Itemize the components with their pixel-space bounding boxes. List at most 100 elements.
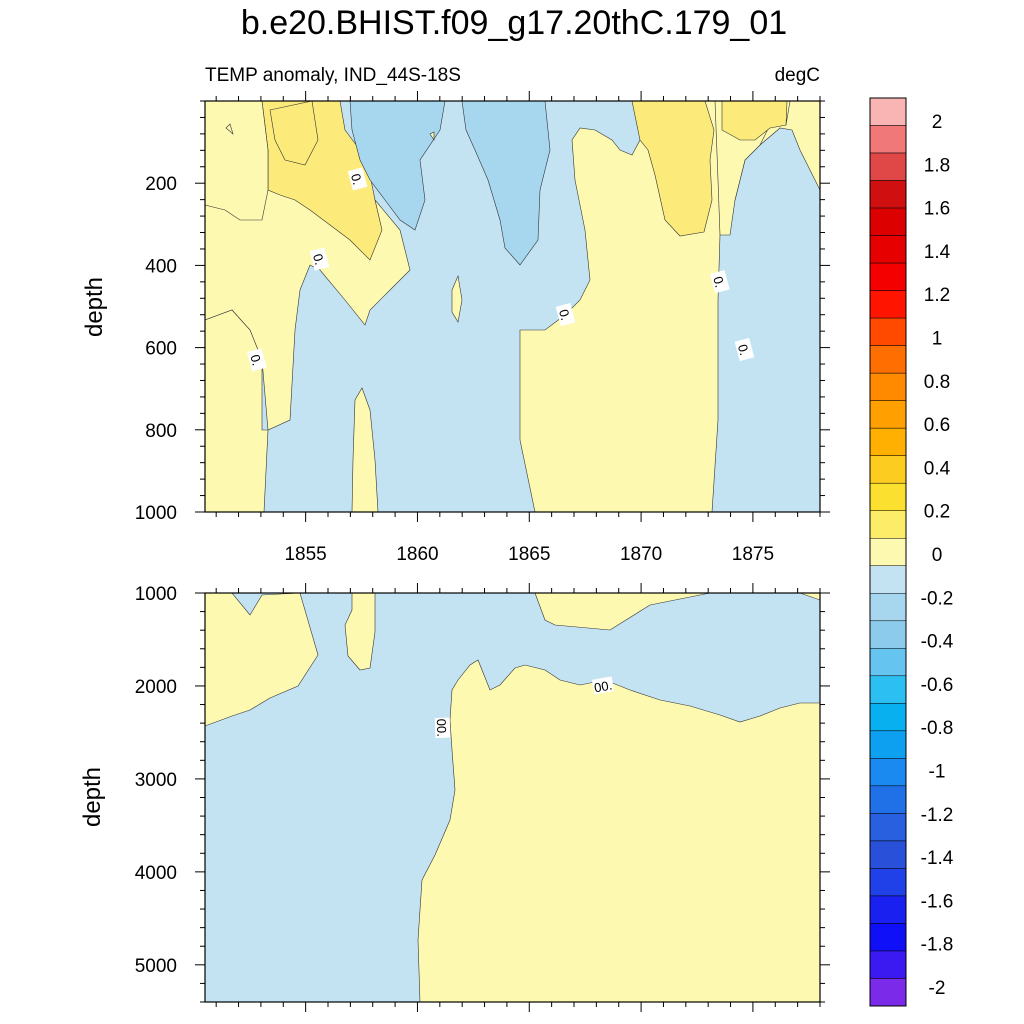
colorbar-swatch (869, 785, 907, 814)
colorbar-swatch (869, 813, 907, 842)
colorbar-swatch (869, 510, 907, 539)
colorbar-label: -0.8 (921, 718, 954, 739)
chart-title: b.e20.BHIST.f09_g17.20thC.179_01 (241, 4, 787, 42)
colorbar-label: -2 (929, 978, 946, 999)
contour-region (417, 659, 821, 1003)
colorbar-frame (869, 97, 907, 1007)
contour-region (631, 100, 715, 237)
colorbar-swatch (869, 565, 907, 594)
colorbar-swatch (869, 125, 907, 154)
colorbar-swatch (869, 97, 907, 126)
colorbar-swatch (869, 152, 907, 181)
colorbar-swatch (869, 868, 907, 897)
y-tick-label: 200 (145, 174, 177, 195)
y-tick-label: 5000 (135, 956, 177, 977)
contour-region (519, 100, 821, 513)
colorbar-swatch (869, 675, 907, 704)
colorbar-swatch (869, 537, 907, 567)
colorbar-swatch (869, 455, 907, 484)
lower-panel: 00. 00. 1000 2000 3000 4000 5000 depth (79, 583, 830, 1012)
contour-label: 00. (434, 717, 451, 739)
contour-region (461, 100, 551, 266)
contour-label-text: 0. (348, 172, 365, 186)
contour-region (721, 100, 788, 141)
contour-region (204, 592, 319, 727)
colorbar-swatch (869, 345, 907, 374)
subtitle-right: degC (775, 65, 820, 86)
colorbar-label: 2 (932, 112, 943, 133)
contour-label: 0. (247, 348, 267, 372)
colorbar-label: -0.2 (921, 588, 954, 609)
contour-label-text: 00. (434, 719, 450, 738)
colorbar-swatch (869, 482, 907, 511)
colorbar-swatch (869, 895, 907, 924)
subtitle-left: TEMP anomaly, IND_44S-18S (205, 65, 461, 86)
lower-ylabel: depth (79, 767, 106, 827)
colorbar-label: 1.4 (924, 242, 951, 263)
y-tick-label: 4000 (135, 863, 177, 884)
colorbar-label: 1.6 (924, 199, 950, 220)
contour-label: 0. (555, 302, 576, 327)
colorbar-label: -0.4 (921, 632, 954, 653)
contour-region (451, 274, 463, 323)
upper-contour-labels: 0. 0. 0. 0. 0. 0. (247, 167, 755, 372)
y-tick-label: 600 (145, 339, 177, 360)
contour-region (351, 387, 379, 513)
colorbar-label: 1.8 (924, 155, 950, 176)
colorbar-label: 0.8 (924, 372, 950, 393)
contour-label-text: 0. (310, 252, 327, 266)
contour-label: 0. (734, 337, 755, 362)
colorbar-label: -1.4 (921, 848, 954, 869)
colorbar-swatch (869, 950, 907, 979)
contour-label: 0. (710, 270, 730, 294)
y-tick-label: 800 (145, 421, 177, 442)
contour-region (204, 100, 269, 221)
colorbar-label: 1 (932, 329, 943, 350)
colorbar-label: 0 (932, 545, 943, 566)
colorbar-label: 0.6 (924, 415, 950, 436)
colorbar-swatch (869, 840, 907, 869)
y-tick-label: 1000 (135, 584, 177, 605)
colorbar-swatch (869, 317, 907, 346)
colorbar-swatch (869, 400, 907, 429)
lower-axes: 1000 2000 3000 4000 5000 (135, 583, 830, 1012)
contour-label: 0. (309, 247, 330, 271)
colorbar-swatch (869, 648, 907, 677)
contour-label: 0. (347, 167, 368, 191)
contour-label-text: 0. (735, 343, 752, 357)
contour-region (349, 100, 446, 231)
colorbar-swatch (869, 620, 907, 649)
contour-label-text: 00. (593, 677, 613, 695)
contour-label-text: 0. (247, 353, 264, 367)
colorbar-swatch (869, 180, 907, 209)
x-tick-label: 1855 (284, 544, 326, 565)
colorbar-label: 1.2 (924, 285, 950, 306)
colorbar-swatch (869, 758, 907, 787)
colorbar-swatch (869, 372, 907, 401)
colorbar-swatch (869, 427, 907, 456)
colorbar-swatch (869, 593, 907, 622)
upper-ylabel: depth (81, 277, 108, 337)
y-tick-label: 1000 (135, 503, 177, 524)
colorbar-swatch (869, 703, 907, 732)
colorbar-swatch (869, 207, 907, 236)
x-tick-label: 1865 (508, 544, 550, 565)
contour-label-text: 0. (710, 275, 727, 289)
colorbar-label: -1.8 (921, 935, 954, 956)
colorbar-swatch (869, 290, 907, 319)
colorbar-label: 0.2 (924, 502, 950, 523)
colorbar-swatch (869, 235, 907, 264)
lower-contour-regions (204, 592, 821, 1003)
y-tick-label: 2000 (135, 677, 177, 698)
upper-panel: 0. 0. 0. 0. 0. 0. 1855 1860 1865 1870 1875 200 400 6… (81, 91, 830, 565)
y-tick-label: 3000 (135, 770, 177, 791)
colorbar-label: -1 (929, 762, 946, 783)
upper-axes: 1855 1860 1865 1870 1875 200 400 600 800 1000 (135, 91, 830, 565)
colorbar-swatch (869, 923, 907, 952)
contour-region (344, 592, 376, 671)
x-tick-label: 1875 (732, 544, 774, 565)
contour-region (225, 123, 234, 135)
y-tick-label: 400 (145, 256, 177, 277)
colorbar-swatch (869, 730, 907, 759)
